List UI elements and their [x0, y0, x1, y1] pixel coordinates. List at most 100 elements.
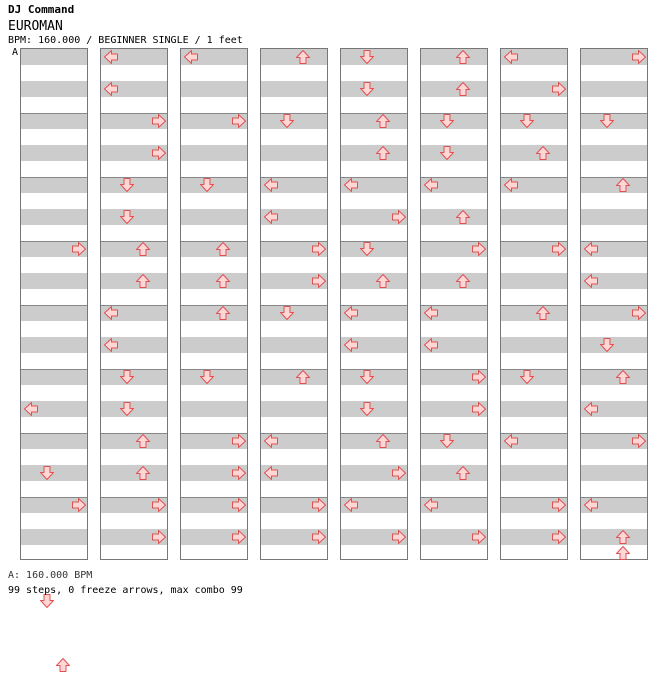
measure-line	[21, 433, 87, 434]
beat-band	[501, 401, 567, 417]
right-arrow-icon	[72, 242, 86, 256]
right-arrow-icon	[392, 530, 406, 544]
measure-line	[341, 369, 407, 370]
beat-band	[501, 49, 567, 65]
beat-band	[261, 145, 327, 161]
up-arrow-icon	[136, 466, 150, 480]
beat-band	[181, 529, 247, 545]
up-arrow-icon	[456, 82, 470, 96]
bpm-legend: A: 160.000 BPM	[8, 570, 93, 581]
beat-band	[341, 433, 407, 449]
measure-column	[340, 48, 408, 560]
measure-line	[181, 369, 247, 370]
beat-band	[181, 113, 247, 129]
measure-line	[261, 433, 327, 434]
beat-band	[421, 49, 487, 65]
down-arrow-icon	[600, 338, 614, 352]
beat-band	[181, 49, 247, 65]
up-arrow-icon	[296, 370, 310, 384]
left-arrow-icon	[584, 402, 598, 416]
measure-column	[260, 48, 328, 560]
measure-column	[580, 48, 648, 560]
beat-band	[181, 145, 247, 161]
measure-line	[421, 433, 487, 434]
measure-line	[21, 305, 87, 306]
left-arrow-icon	[584, 498, 598, 512]
beat-band	[421, 113, 487, 129]
beat-band	[341, 113, 407, 129]
beat-band	[341, 369, 407, 385]
down-arrow-icon	[40, 466, 54, 480]
up-arrow-icon	[536, 306, 550, 320]
down-arrow-icon	[40, 594, 54, 608]
beat-band	[421, 81, 487, 97]
beat-band	[21, 273, 87, 289]
up-arrow-icon	[136, 274, 150, 288]
measure-line	[501, 497, 567, 498]
beat-band	[21, 49, 87, 65]
beat-band	[581, 401, 647, 417]
beat-band	[181, 401, 247, 417]
right-arrow-icon	[632, 306, 646, 320]
left-arrow-icon	[104, 338, 118, 352]
beat-band	[21, 497, 87, 513]
beat-band	[421, 529, 487, 545]
right-arrow-icon	[232, 530, 246, 544]
beat-band	[421, 177, 487, 193]
up-arrow-icon	[376, 146, 390, 160]
left-arrow-icon	[504, 434, 518, 448]
beat-band	[421, 401, 487, 417]
measure-line	[261, 369, 327, 370]
measure-line	[261, 113, 327, 114]
beat-band	[501, 305, 567, 321]
up-arrow-icon	[456, 50, 470, 64]
beat-band	[181, 305, 247, 321]
up-arrow-icon	[216, 242, 230, 256]
beat-band	[421, 241, 487, 257]
measure-column	[20, 48, 88, 672]
measure-line	[581, 369, 647, 370]
beat-band	[581, 369, 647, 385]
beat-band	[21, 177, 87, 193]
measure-line	[501, 241, 567, 242]
beat-band	[101, 273, 167, 289]
beat-band	[581, 241, 647, 257]
right-arrow-icon	[312, 242, 326, 256]
beat-band	[581, 305, 647, 321]
measure-line	[101, 177, 167, 178]
measure-line	[261, 177, 327, 178]
beat-band	[101, 305, 167, 321]
beat-band	[341, 177, 407, 193]
beat-band	[501, 369, 567, 385]
beat-band	[581, 273, 647, 289]
down-arrow-icon	[600, 114, 614, 128]
measure-line	[501, 113, 567, 114]
measure-line	[501, 433, 567, 434]
beat-band	[21, 529, 87, 545]
left-arrow-icon	[504, 50, 518, 64]
up-arrow-icon	[616, 178, 630, 192]
left-arrow-icon	[264, 434, 278, 448]
beat-band	[581, 145, 647, 161]
beat-band	[581, 209, 647, 225]
bpm-marker-label: A	[12, 47, 19, 58]
measure-line	[501, 369, 567, 370]
left-arrow-icon	[104, 50, 118, 64]
beat-band	[581, 337, 647, 353]
beat-band	[501, 497, 567, 513]
beat-band	[421, 337, 487, 353]
beat-band	[261, 433, 327, 449]
measure-line	[21, 113, 87, 114]
beat-band	[501, 465, 567, 481]
beat-band	[21, 465, 87, 481]
left-arrow-icon	[264, 466, 278, 480]
left-arrow-icon	[264, 178, 278, 192]
measure-line	[341, 433, 407, 434]
left-arrow-icon	[424, 498, 438, 512]
measure-line	[101, 241, 167, 242]
down-arrow-icon	[280, 114, 294, 128]
beat-band	[341, 465, 407, 481]
beat-band	[501, 529, 567, 545]
up-arrow-icon	[616, 546, 630, 560]
measure-line	[421, 177, 487, 178]
